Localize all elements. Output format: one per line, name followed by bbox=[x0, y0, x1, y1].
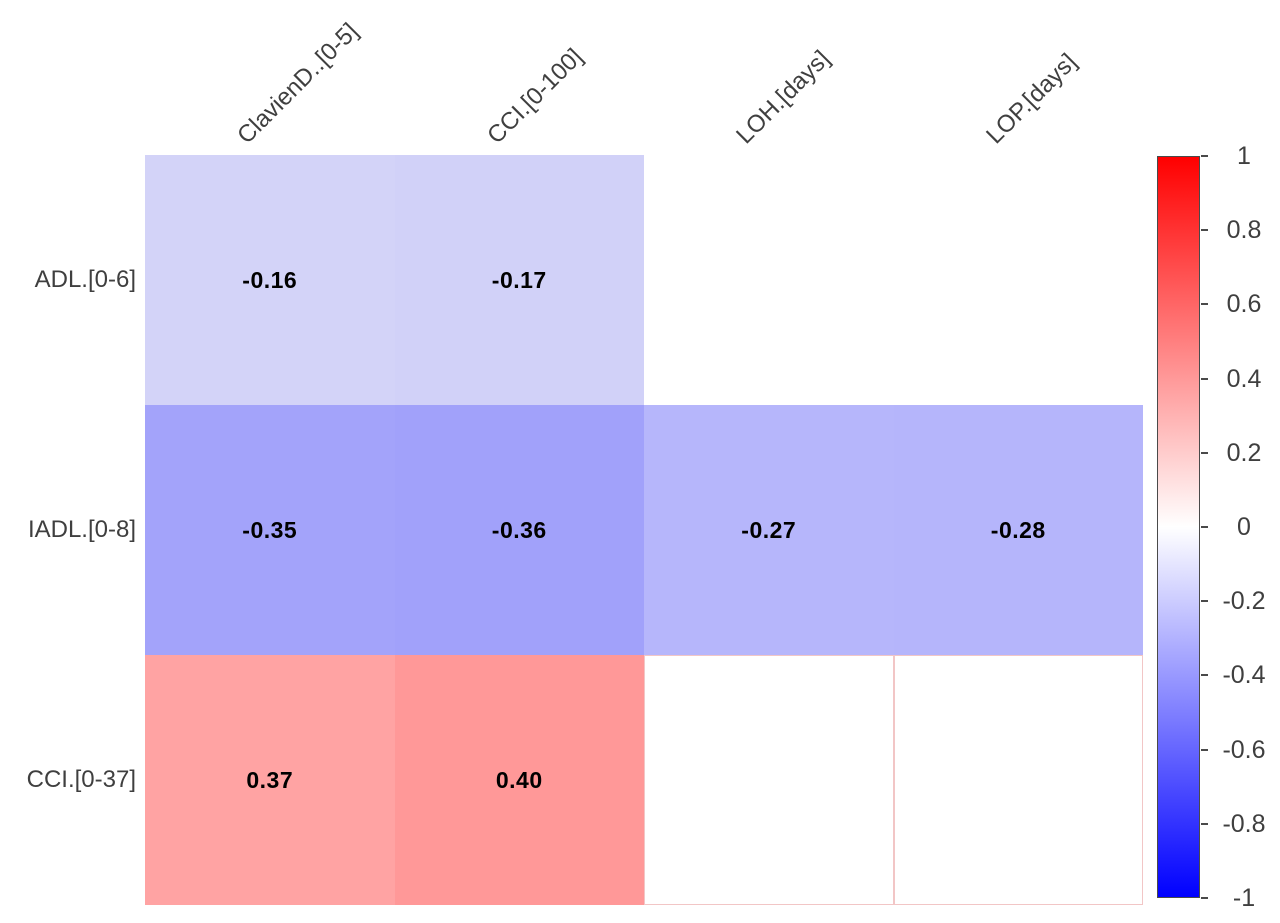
heatmap-cell: -0.36 bbox=[394, 405, 644, 655]
heatmap-cell: -0.27 bbox=[644, 405, 894, 655]
heatmap-grid: -0.16 -0.17 -0.35 -0.36 -0.27 -0.28 0.37 0.40 bbox=[145, 155, 1143, 905]
colorbar-tick-mark bbox=[1201, 897, 1208, 899]
cell-value: -0.35 bbox=[242, 516, 298, 543]
colorbar-tick-label: 0.2 bbox=[1226, 438, 1262, 467]
colorbar-tick-mark bbox=[1201, 526, 1208, 528]
heatmap-cell bbox=[644, 655, 894, 905]
colorbar-tick-mark bbox=[1201, 600, 1208, 603]
colorbar-tick-label: -0.2 bbox=[1222, 587, 1266, 616]
heatmap-cell: -0.28 bbox=[893, 405, 1143, 655]
heatmap-cell bbox=[893, 155, 1143, 405]
colorbar-tick-label: -0.4 bbox=[1222, 661, 1266, 690]
colorbar-tick-mark bbox=[1201, 748, 1208, 751]
colorbar-tick-mark bbox=[1201, 451, 1208, 454]
heatmap-cell: -0.17 bbox=[394, 155, 644, 405]
cell-value: 0.40 bbox=[495, 766, 543, 793]
heatmap-cell: 0.40 bbox=[394, 655, 644, 905]
colorbar-tick-label: -0.8 bbox=[1222, 809, 1266, 838]
colorbar-tick-mark bbox=[1201, 674, 1208, 677]
row-label: CCI.[0-37] bbox=[26, 766, 136, 793]
heatmap-cell: -0.35 bbox=[145, 405, 395, 655]
cell-value: 0.37 bbox=[246, 766, 294, 793]
heatmap-cell bbox=[893, 655, 1143, 905]
cell-value: -0.36 bbox=[491, 516, 547, 543]
cell-value: -0.17 bbox=[491, 266, 547, 293]
heatmap-cell bbox=[644, 155, 894, 405]
colorbar-tick-label: -1 bbox=[1232, 884, 1256, 912]
colorbar-tick-label: 0.8 bbox=[1226, 216, 1262, 245]
colorbar-tick-mark bbox=[1201, 377, 1208, 380]
colorbar-tick-mark bbox=[1201, 229, 1208, 232]
colorbar-tick-label: 0.6 bbox=[1226, 290, 1262, 319]
colorbar-tick-mark bbox=[1201, 303, 1208, 306]
colorbar-tick-mark bbox=[1201, 155, 1208, 157]
colorbar-tick-label: 0 bbox=[1237, 513, 1251, 541]
colorbar-tick-label: 0.4 bbox=[1226, 364, 1262, 393]
heatmap-cell: -0.16 bbox=[145, 155, 395, 405]
cell-value: -0.28 bbox=[990, 516, 1046, 543]
row-label: ADL.[0-6] bbox=[34, 266, 136, 293]
colorbar-gradient bbox=[1157, 156, 1200, 898]
cell-value: -0.27 bbox=[741, 516, 797, 543]
row-label: IADL.[0-8] bbox=[27, 516, 136, 543]
colorbar-tick-label: -0.6 bbox=[1222, 735, 1266, 764]
heatmap-cell: 0.37 bbox=[145, 655, 395, 905]
cell-value: -0.16 bbox=[242, 266, 298, 293]
colorbar-tick-label: 1 bbox=[1237, 142, 1251, 170]
colorbar-tick-mark bbox=[1201, 822, 1208, 825]
